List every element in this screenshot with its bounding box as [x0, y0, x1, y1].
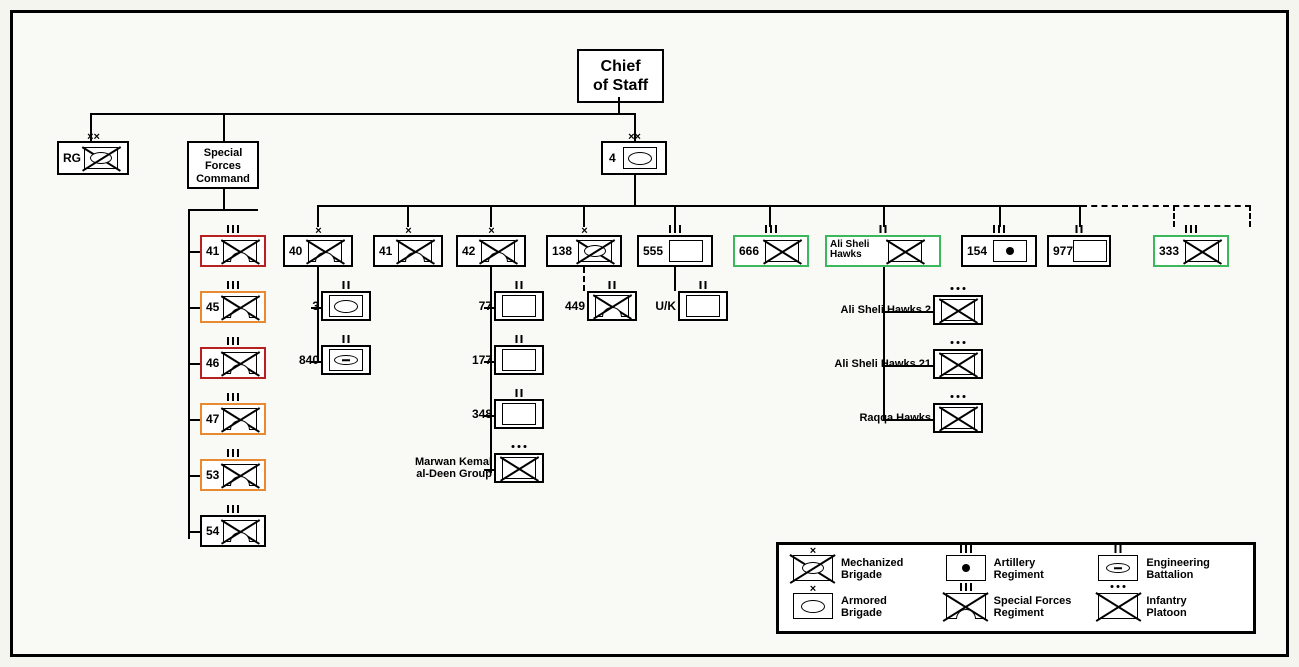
connector: [223, 189, 225, 211]
ali-sheli-hawks: Ali Sheli Hawks: [825, 235, 941, 267]
regiment-333: 333: [1153, 235, 1229, 267]
echelon-regiment: [226, 225, 240, 233]
sf-47-regiment: 47: [200, 403, 266, 435]
unit-77: 77: [494, 291, 544, 321]
chief-of-staff-box: Chief of Staff: [577, 49, 664, 103]
connector-dashed: [1249, 205, 1251, 227]
connector: [188, 209, 190, 539]
connector: [999, 205, 1001, 227]
unit-177: 177: [494, 345, 544, 375]
legend-infantry-platoon: Infantry Platoon: [1098, 593, 1239, 621]
connector: [188, 363, 200, 365]
connector: [317, 205, 1081, 207]
unit-uk: U/K: [678, 291, 728, 321]
unit-449: 449: [587, 291, 637, 321]
connector: [583, 205, 585, 227]
sf-command-box: Special Forces Command: [187, 141, 259, 189]
legend-engineering-battalion: Engineering Battalion: [1098, 555, 1239, 583]
connector: [674, 205, 676, 227]
chief-line2: of Staff: [593, 76, 648, 95]
div4-label: 4: [609, 151, 616, 165]
connector: [188, 475, 200, 477]
echelon-xx: ××: [87, 131, 99, 143]
sf-41-regiment: 41: [200, 235, 266, 267]
connector: [188, 209, 258, 211]
connector: [90, 113, 636, 115]
connector: [188, 531, 200, 533]
rg-division: ×× RG: [57, 141, 129, 175]
connector: [223, 113, 225, 141]
connector: [490, 205, 492, 227]
ali-sheli-hawks-2: Ali Sheli Hawks 2: [933, 295, 983, 325]
brigade-41: × 41: [373, 235, 443, 267]
legend-sf-regiment: Special Forces Regiment: [946, 593, 1087, 621]
regiment-154: 154: [961, 235, 1037, 267]
sf-53-regiment: 53: [200, 459, 266, 491]
connector: [188, 419, 200, 421]
regiment-555: 555: [637, 235, 713, 267]
legend-mech-brigade: × Mechanized Brigade: [793, 555, 934, 583]
connector: [883, 205, 885, 227]
connector-dashed: [1081, 205, 1251, 207]
sf-46-regiment: 46: [200, 347, 266, 379]
connector-dashed: [583, 267, 585, 291]
connector: [769, 205, 771, 227]
org-chart-frame: Chief of Staff ×× RG Special Forces Comm…: [10, 10, 1289, 657]
armored-3: 3: [321, 291, 371, 321]
connector: [674, 267, 676, 291]
unit-348: 348: [494, 399, 544, 429]
connector: [1079, 205, 1081, 227]
division-4: ×× 4: [601, 141, 667, 175]
brigade-42: × 42: [456, 235, 526, 267]
battalion-977: 977: [1047, 235, 1111, 267]
marwan-kemal-group: Marwan Kemal al-Deen Group: [494, 453, 544, 483]
regiment-666: 666: [733, 235, 809, 267]
connector: [883, 267, 885, 419]
connector: [188, 251, 200, 253]
engineer-840: 840: [321, 345, 371, 375]
brigade-138: × 138: [546, 235, 622, 267]
connector: [407, 205, 409, 227]
legend-artillery-regiment: Artillery Regiment: [946, 555, 1087, 583]
legend: × Mechanized Brigade Artillery Regiment …: [776, 542, 1256, 634]
raqqa-hawks: Raqqa Hawks: [933, 403, 983, 433]
connector: [317, 267, 319, 361]
sf-45-regiment: 45: [200, 291, 266, 323]
rg-label: RG: [63, 151, 81, 165]
echelon-xx: ××: [628, 131, 640, 143]
ali-sheli-hawks-21: Ali Sheli Hawks 21: [933, 349, 983, 379]
connector: [188, 307, 200, 309]
chief-line1: Chief: [593, 57, 648, 76]
connector: [490, 267, 492, 473]
legend-armored-brigade: × Armored Brigade: [793, 593, 934, 621]
connector-dashed: [1173, 205, 1175, 227]
connector: [317, 205, 319, 227]
brigade-40: × 40: [283, 235, 353, 267]
sf-54-regiment: 54: [200, 515, 266, 547]
connector: [634, 175, 636, 207]
